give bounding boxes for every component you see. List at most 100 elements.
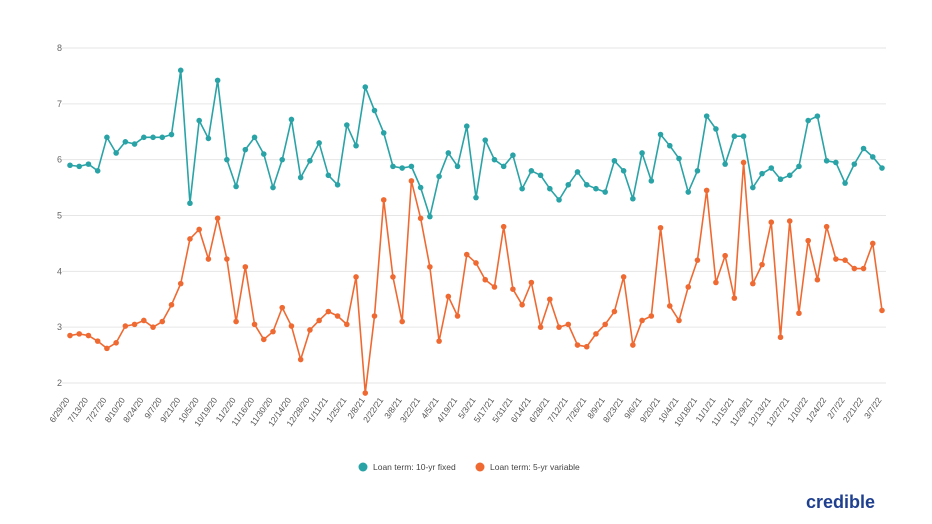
data-point <box>722 161 728 167</box>
data-point <box>519 302 525 308</box>
data-point <box>454 313 461 319</box>
data-point <box>353 274 359 280</box>
y-axis-ticks: 2 3 4 5 6 7 8 <box>57 43 62 388</box>
data-point <box>759 261 765 268</box>
data-point <box>399 318 405 325</box>
y-tick-label: 8 <box>57 43 62 53</box>
y-tick-label: 5 <box>57 211 62 221</box>
data-point <box>879 307 885 314</box>
data-point <box>786 172 793 179</box>
data-point <box>500 223 507 230</box>
data-point <box>482 137 489 143</box>
data-point <box>694 257 701 263</box>
data-point <box>168 302 175 308</box>
data-point <box>288 116 295 123</box>
data-point <box>777 334 784 341</box>
data-point <box>353 142 359 149</box>
data-point <box>325 172 332 179</box>
data-point <box>270 184 276 191</box>
data-point <box>639 150 645 156</box>
data-point <box>205 256 212 262</box>
data-point <box>224 156 230 163</box>
data-point <box>408 178 415 184</box>
data-point <box>583 181 590 188</box>
data-point <box>288 323 295 329</box>
data-point <box>168 131 175 138</box>
data-point <box>427 213 433 220</box>
data-point <box>76 331 83 337</box>
data-point <box>436 338 442 344</box>
data-point <box>833 256 839 262</box>
data-point <box>510 152 516 158</box>
data-point <box>556 324 562 330</box>
data-point <box>445 293 452 300</box>
data-point <box>187 200 193 207</box>
data-point <box>205 135 212 142</box>
data-point <box>380 130 387 136</box>
data-point <box>371 313 378 319</box>
data-point <box>777 176 784 183</box>
data-point <box>454 163 461 170</box>
data-point <box>316 317 322 324</box>
series-0 <box>67 67 885 220</box>
series-1 <box>67 159 885 396</box>
data-point <box>307 327 313 333</box>
data-point <box>473 194 479 201</box>
data-point <box>750 184 756 191</box>
data-point <box>224 256 230 262</box>
data-point <box>445 150 452 156</box>
data-point <box>260 336 267 343</box>
data-point <box>823 223 830 230</box>
data-point <box>602 189 608 195</box>
data-point <box>491 284 498 290</box>
data-point <box>805 237 811 244</box>
data-point <box>823 157 830 164</box>
data-point <box>279 156 286 163</box>
data-point <box>491 156 498 163</box>
data-point <box>842 257 848 263</box>
data-point <box>722 252 728 259</box>
data-point <box>860 145 867 152</box>
data-point <box>519 185 525 192</box>
data-point <box>482 276 489 283</box>
data-point <box>869 240 876 247</box>
data-point <box>307 157 313 164</box>
data-point <box>251 134 258 141</box>
grid-lines <box>62 47 886 384</box>
data-point <box>630 342 636 348</box>
data-point <box>620 274 627 280</box>
data-point <box>417 184 424 191</box>
data-point <box>390 274 396 280</box>
data-point <box>122 323 129 329</box>
y-tick-label: 4 <box>57 266 62 276</box>
data-point <box>380 197 387 203</box>
data-point <box>583 343 590 350</box>
data-point <box>666 303 673 309</box>
data-point <box>657 131 664 138</box>
data-point <box>94 168 101 174</box>
data-point <box>187 236 193 242</box>
data-point <box>371 107 378 114</box>
data-point <box>76 163 83 170</box>
data-point <box>565 181 572 188</box>
data-point <box>344 321 350 328</box>
data-point <box>694 168 701 174</box>
data-point <box>639 317 645 324</box>
y-tick-label: 6 <box>57 155 62 165</box>
data-point <box>851 161 858 167</box>
data-point <box>713 279 719 286</box>
data-point <box>463 123 470 129</box>
data-point <box>602 321 608 328</box>
data-point <box>279 304 286 311</box>
data-point <box>67 332 73 339</box>
data-point <box>796 163 802 170</box>
data-point <box>316 140 322 146</box>
data-point <box>556 197 562 203</box>
data-point <box>362 84 369 90</box>
data-point <box>334 181 341 188</box>
data-point <box>473 260 479 266</box>
data-point <box>104 134 110 141</box>
data-point <box>731 133 738 140</box>
data-point <box>399 165 405 171</box>
